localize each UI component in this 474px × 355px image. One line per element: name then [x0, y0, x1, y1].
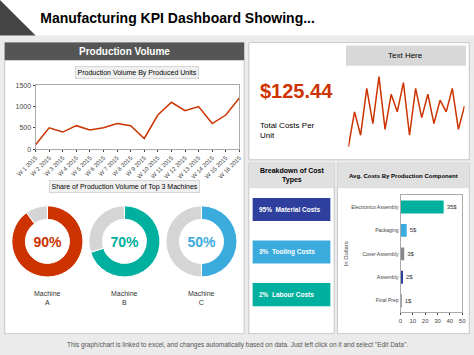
- svg-text:95% Material Costs: 95% Material Costs: [259, 206, 320, 213]
- svg-text:Cover Assembly: Cover Assembly: [362, 251, 399, 257]
- svg-text:W 10 2015: W 10 2015: [136, 154, 161, 179]
- svg-text:70%: 70%: [110, 234, 139, 250]
- svg-text:Avg. Costs By Production Compo: Avg. Costs By Production Component: [349, 173, 458, 179]
- svg-text:W 15 2015: W 15 2015: [204, 154, 229, 179]
- svg-text:40: 40: [446, 318, 453, 324]
- svg-text:1500: 1500: [16, 82, 32, 89]
- svg-text:W 4 2015: W 4 2015: [57, 154, 80, 177]
- svg-text:MachineB: MachineB: [111, 290, 138, 306]
- svg-text:W 16 2015: W 16 2015: [217, 154, 242, 179]
- svg-text:W 7 2015: W 7 2015: [98, 154, 121, 177]
- svg-text:Production Volume: Production Volume: [79, 46, 170, 57]
- svg-text:35$: 35$: [447, 204, 458, 210]
- svg-text:W 8 2015: W 8 2015: [111, 154, 134, 177]
- svg-text:W 9 2015: W 9 2015: [125, 154, 148, 177]
- svg-text:0: 0: [27, 146, 31, 153]
- svg-text:This graph/chart is linked to: This graph/chart is linked to excel, and…: [67, 341, 408, 349]
- svg-text:3% Tooling Costs: 3% Tooling Costs: [259, 248, 315, 256]
- svg-text:Electronics Assembly: Electronics Assembly: [351, 204, 399, 210]
- svg-text:W 5 2015: W 5 2015: [70, 154, 93, 177]
- svg-text:Manufacturing KPI Dashboard Sh: Manufacturing KPI Dashboard Showing...: [40, 10, 315, 26]
- svg-text:1$: 1$: [405, 298, 412, 304]
- svg-text:500: 500: [19, 124, 31, 131]
- svg-text:In Dollars: In Dollars: [343, 241, 349, 266]
- svg-text:W 12 2015: W 12 2015: [163, 154, 188, 179]
- svg-text:W 6 2015: W 6 2015: [84, 154, 107, 177]
- svg-text:Packaging: Packaging: [375, 227, 399, 233]
- svg-text:W 2 2015: W 2 2015: [30, 154, 53, 177]
- svg-text:90%: 90%: [33, 234, 62, 250]
- svg-text:Production Volume By Produced: Production Volume By Produced Units: [78, 69, 197, 77]
- svg-text:Text Here: Text Here: [388, 51, 423, 60]
- svg-text:W 11 2015: W 11 2015: [150, 154, 175, 179]
- svg-text:W 1 2015: W 1 2015: [16, 154, 39, 177]
- svg-text:$125.44: $125.44: [260, 80, 333, 102]
- svg-text:20: 20: [422, 318, 429, 324]
- svg-text:W 13 2015: W 13 2015: [177, 154, 202, 179]
- svg-text:1000: 1000: [16, 103, 32, 110]
- svg-text:2% Labour Costs: 2% Labour Costs: [259, 291, 314, 298]
- svg-text:MachineA: MachineA: [34, 290, 61, 306]
- svg-text:Final Prep: Final Prep: [376, 297, 399, 303]
- svg-text:50%: 50%: [187, 234, 216, 250]
- svg-text:5$: 5$: [410, 227, 417, 233]
- svg-text:W 3 2015: W 3 2015: [43, 154, 66, 177]
- svg-text:30: 30: [434, 318, 441, 324]
- svg-text:W 14 2015: W 14 2015: [190, 154, 215, 179]
- svg-text:50: 50: [459, 318, 466, 324]
- svg-text:MachineC: MachineC: [188, 290, 215, 306]
- svg-text:Total Costs PerUnit: Total Costs PerUnit: [260, 121, 315, 140]
- svg-text:0: 0: [399, 318, 403, 324]
- svg-text:Share of Production Volume of: Share of Production Volume of Top 3 Mach…: [52, 183, 198, 191]
- svg-text:3$: 3$: [407, 251, 414, 257]
- svg-text:Assembly: Assembly: [377, 274, 399, 280]
- svg-text:10: 10: [410, 318, 417, 324]
- svg-text:Breakdown of CostTypes: Breakdown of CostTypes: [260, 167, 324, 184]
- svg-text:2$: 2$: [406, 274, 413, 280]
